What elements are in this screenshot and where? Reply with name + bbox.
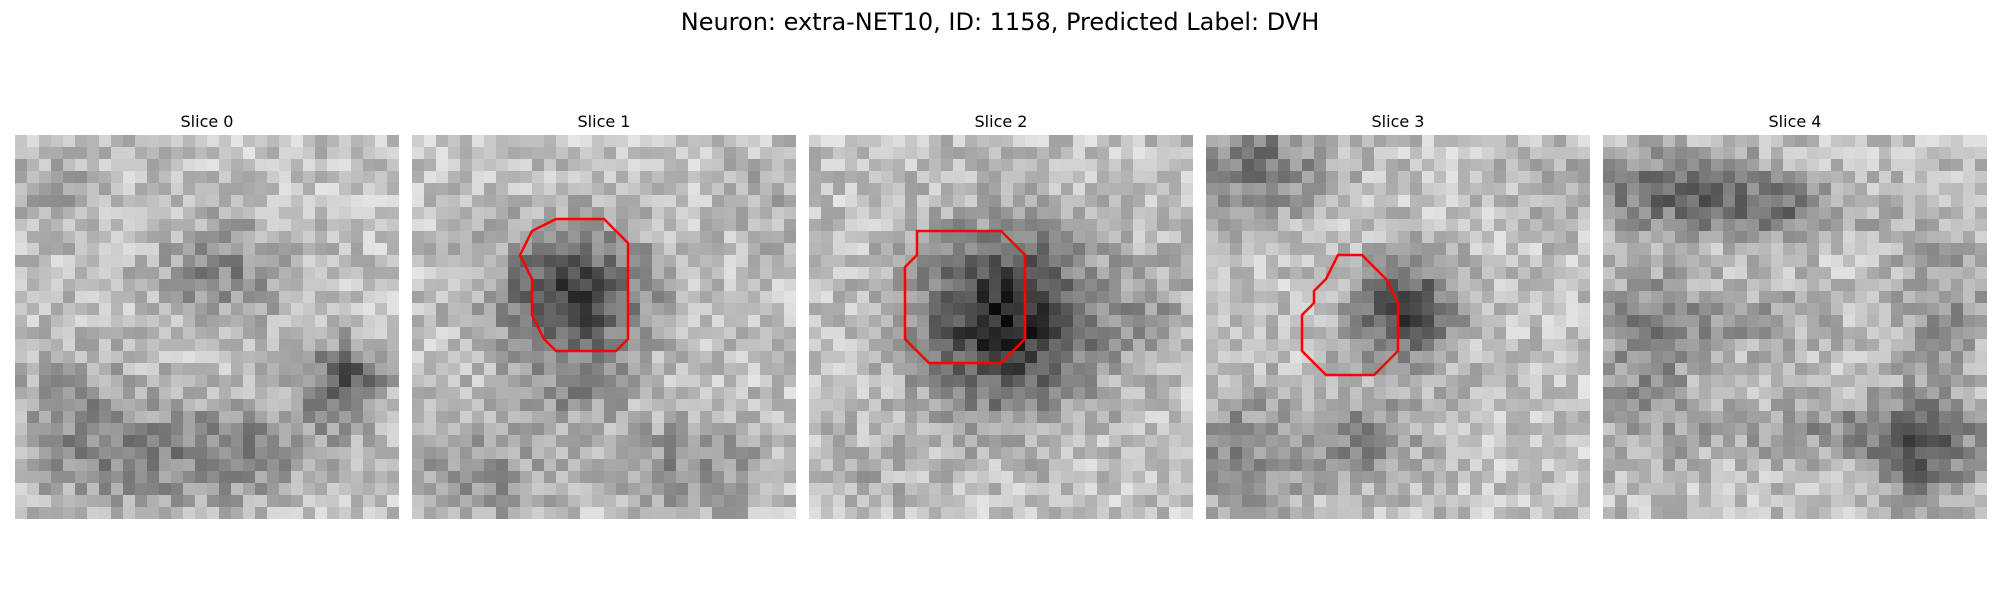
slice-title-3: Slice 3 (1371, 112, 1425, 131)
slice-panel-2: Slice 2 (809, 110, 1193, 519)
pixel-grid (809, 135, 1193, 519)
roi-contour (903, 229, 1027, 365)
pixel-grid (1206, 135, 1590, 519)
slice-image-3 (1206, 135, 1590, 519)
pixel-grid (15, 135, 399, 519)
roi-contour (1300, 253, 1400, 377)
slice-title-0: Slice 0 (180, 112, 234, 131)
slice-image-1 (412, 135, 796, 519)
slice-title-1: Slice 1 (577, 112, 631, 131)
figure-title: Neuron: extra-NET10, ID: 1158, Predicted… (680, 8, 1320, 36)
slice-image-2 (809, 135, 1193, 519)
slice-title-4: Slice 4 (1768, 112, 1822, 131)
slice-image-4 (1603, 135, 1987, 519)
roi-contour (518, 217, 630, 353)
pixel-grid (412, 135, 796, 519)
slice-image-0 (15, 135, 399, 519)
slice-panel-4: Slice 4 (1603, 110, 1987, 519)
slice-panel-1: Slice 1 (412, 110, 796, 519)
slice-title-2: Slice 2 (974, 112, 1028, 131)
pixel-grid (1603, 135, 1987, 519)
slice-panel-3: Slice 3 (1206, 110, 1590, 519)
slice-panel-0: Slice 0 (15, 110, 399, 519)
